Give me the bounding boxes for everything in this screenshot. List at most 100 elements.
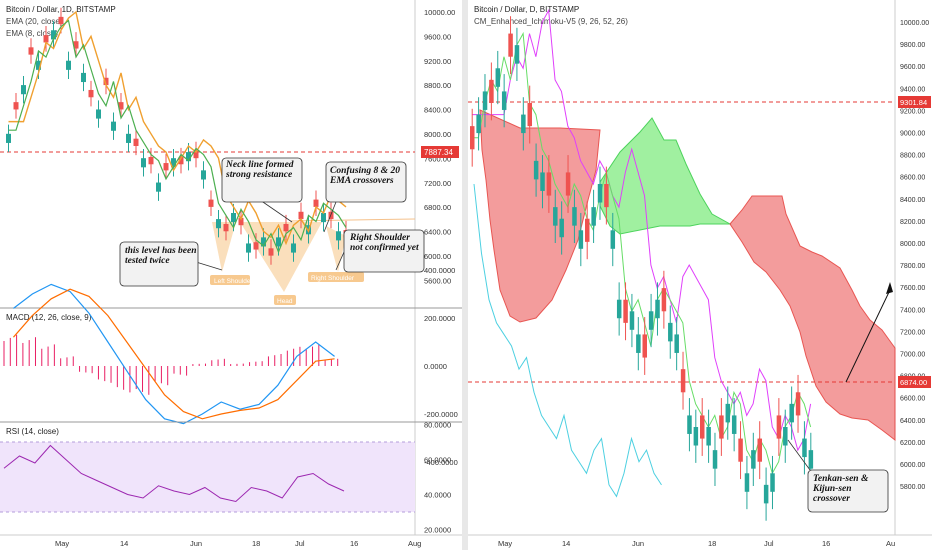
left-price-tick: 5600.00	[424, 276, 451, 285]
right-candle-body	[789, 403, 794, 423]
right-candle-body	[572, 207, 577, 226]
left-candle-body	[201, 170, 206, 180]
left-candles	[6, 7, 349, 265]
trend-arrow-head	[886, 282, 893, 294]
right-x-tick: 14	[562, 539, 570, 548]
right-candle-body	[597, 184, 603, 203]
right-price-tick: 6400.00	[900, 418, 925, 425]
right-price-tick: 8000.00	[900, 241, 925, 248]
left-x-axis: May 14 Jun 18 Jul 16 Aug	[55, 539, 421, 548]
left-x-tick: Jul	[295, 539, 305, 548]
left-price-tick: 9600.00	[424, 32, 451, 41]
right-x-tick: 18	[708, 539, 716, 548]
right-candle-body	[744, 473, 750, 492]
right-candle-body	[693, 427, 699, 446]
right-candle-body	[795, 392, 801, 416]
left-ema20-label: EMA (20, close)	[6, 17, 63, 26]
left-candle-body	[28, 47, 34, 55]
left-candle-body	[148, 156, 154, 165]
right-x-tick: Jul	[764, 539, 774, 548]
right-candle-body	[629, 311, 635, 330]
left-candle-body	[268, 248, 274, 256]
right-candle-body	[687, 415, 692, 434]
red-cloud-2	[729, 195, 896, 442]
left-candle-body	[96, 109, 101, 119]
right-candle-body	[508, 33, 513, 57]
tenkan-kijun-callout: Tenkan-sen & Kijun-sen crossover	[787, 439, 889, 513]
left-price-tick: 8400.00	[424, 106, 451, 115]
right-candle-body	[527, 103, 532, 127]
right-candle-body	[751, 450, 756, 469]
right-price-tick: 9000.00	[900, 131, 925, 138]
left-x-tick: 18	[252, 539, 260, 548]
left-price-tick: 9200.00	[424, 57, 451, 66]
right-candle-body	[470, 126, 475, 150]
red-cloud-1	[479, 109, 601, 323]
right-candle-body	[553, 207, 558, 226]
right-shoulder-callout: Right Shoulder not confirmed yet	[335, 229, 425, 273]
green-cloud-1	[599, 117, 732, 235]
left-candle-body	[43, 35, 49, 43]
right-candle-body	[482, 91, 488, 110]
right-candle-body	[661, 288, 667, 312]
tested-callout-text: this level has been tested twice	[125, 246, 197, 266]
tenkan-kijun-callout-text: Tenkan-sen & Kijun-sen crossover	[813, 474, 869, 504]
right-candle-body	[610, 230, 616, 249]
right-dashed-value-2: 6874.00	[900, 378, 927, 387]
macd-tick: -400.0000	[424, 458, 458, 467]
right-candle-body	[719, 415, 724, 439]
right-indicator-label: CM_Enhanced_Ichimoku-V5 (9, 26, 52, 26)	[474, 17, 628, 26]
macd-histogram	[3, 334, 339, 395]
right-candle-body	[591, 207, 596, 226]
left-candle-body	[261, 237, 266, 247]
left-ema8-label: EMA (8, close)	[6, 29, 58, 38]
right-price-tick: 7600.00	[900, 285, 925, 292]
right-price-tick: 8200.00	[900, 219, 925, 226]
right-candle-body	[559, 218, 564, 238]
right-candle-body	[757, 438, 762, 462]
rsi-tick: 40.0000	[424, 491, 451, 500]
right-candle-body	[783, 427, 788, 446]
left-x-tick: 16	[350, 539, 358, 548]
right-price-tick: 8600.00	[900, 175, 925, 182]
macd-tick: 0.0000	[424, 362, 447, 371]
left-candle-body	[103, 77, 109, 86]
left-candle-body	[231, 213, 236, 223]
right-price-tick: 6200.00	[900, 440, 925, 447]
right-candle-body	[533, 160, 539, 180]
right-price-tick: 7800.00	[900, 263, 925, 270]
right-price-pane: Bitcoin / Dollar, D, BITSTAMP CM_Enhance…	[468, 0, 931, 535]
left-candle-body	[51, 30, 56, 40]
right-candle-body	[521, 114, 526, 134]
right-candle-body	[674, 334, 679, 353]
right-candle-body	[489, 79, 494, 103]
right-candle-body	[578, 230, 584, 249]
left-candle-body	[36, 60, 41, 70]
left-price-tick: 6000.00	[424, 252, 451, 261]
left-price-tick: 8800.00	[424, 81, 451, 90]
left-price-tick: 6800.00	[424, 203, 451, 212]
ema-cross-callout: Confusing 8 & 20 EMA crossovers	[323, 161, 407, 233]
right-candle-body	[501, 91, 507, 110]
macd-tick: 400.0000	[424, 266, 455, 275]
left-x-tick: 14	[120, 539, 128, 548]
left-candle-body	[246, 243, 251, 253]
right-candle-body	[648, 311, 654, 330]
left-candle-body	[283, 223, 289, 232]
left-candle-body	[238, 217, 244, 226]
left-x-tick: Aug	[408, 539, 421, 548]
trend-arrow-line	[845, 289, 891, 383]
right-candle-body	[731, 415, 737, 434]
right-price-axis: 10000.00 9800.00 9600.00 9400.00 9200.00 9000…	[900, 20, 929, 491]
macd-axis: 400.0000 200.0000 0.0000 -200.0000 -400.0000	[424, 266, 458, 467]
left-price-tick: 10000.00	[424, 8, 455, 17]
right-price-tick: 9400.00	[900, 86, 925, 93]
right-candle-body	[546, 172, 552, 196]
right-candle-body	[623, 299, 628, 323]
chart-divider	[462, 0, 468, 550]
right-candle-body	[604, 184, 609, 208]
rsi-line	[3, 444, 345, 503]
right-x-axis: May 14 Jun 18 Jul 16 Au	[498, 539, 895, 548]
right-dashed-tag-2	[898, 376, 931, 388]
